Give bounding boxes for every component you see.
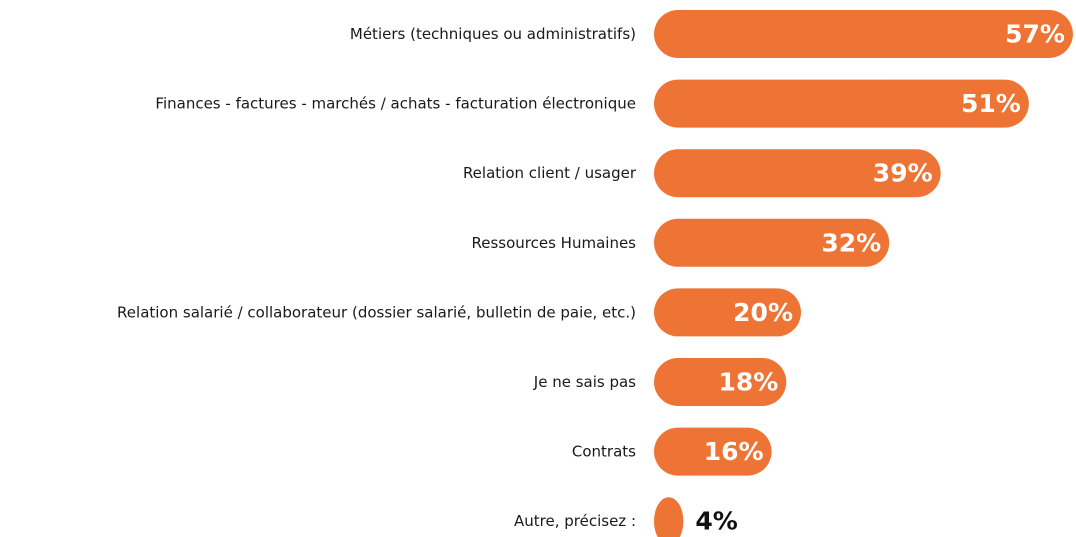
bar <box>654 79 1029 128</box>
value-label: 51% <box>961 89 1021 118</box>
bar <box>654 149 941 198</box>
value-label: 4% <box>695 507 737 536</box>
bar <box>654 10 1073 58</box>
value-label: 57% <box>1005 20 1065 49</box>
bar <box>654 427 772 476</box>
category-label: Relation client / usager <box>463 164 637 182</box>
value-label: 32% <box>821 228 881 257</box>
value-label: 18% <box>718 368 778 397</box>
category-label: Métiers (techniques ou administratifs) <box>350 25 636 43</box>
category-label: Finances - factures - marchés / achats -… <box>155 95 636 113</box>
category-label: Relation salarié / collaborateur (dossie… <box>117 303 636 321</box>
bar <box>654 497 684 537</box>
category-label: Ressources Humaines <box>472 234 637 252</box>
bar <box>654 218 890 267</box>
value-label: 39% <box>873 159 933 188</box>
category-label: Contrats <box>572 443 636 461</box>
value-label: 16% <box>704 437 764 466</box>
bar <box>654 288 801 337</box>
category-label: Autre, précisez : <box>514 512 636 530</box>
value-label: 20% <box>733 298 793 327</box>
category-label: Je ne sais pas <box>533 373 636 391</box>
bar <box>654 358 787 406</box>
